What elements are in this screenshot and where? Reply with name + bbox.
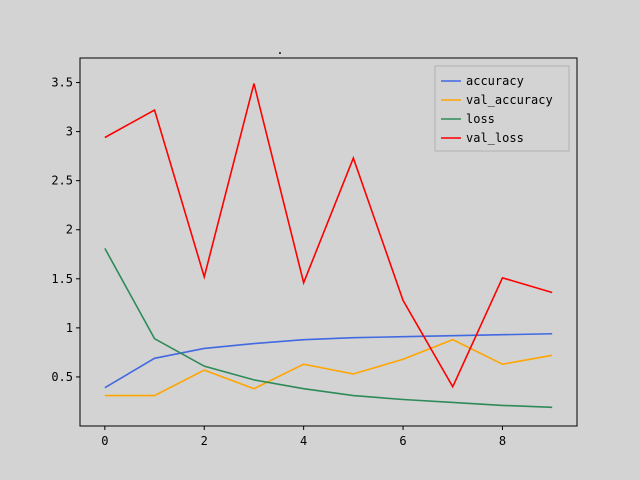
series-lines [104,83,553,409]
plot-area [79,57,578,427]
x-tick-label: 8 [499,434,506,448]
legend-label: val_accuracy [466,93,553,107]
legend-label: accuracy [466,74,524,88]
x-tick-label: 2 [201,434,208,448]
series-line-val-accuracy [104,338,553,397]
y-tick-label: 2 [66,223,73,237]
y-tick-label: 0.5 [51,370,73,384]
x-tick-label: 0 [101,434,108,448]
legend-label: loss [466,112,495,126]
legend-label: val_loss [466,131,524,145]
series-line-loss [104,247,553,409]
series-line-val-loss [104,83,553,389]
x-tick-label: 4 [300,434,307,448]
y-axis: 0.5 1 1.5 2 2.5 3 3.5 [51,76,80,384]
legend-box [434,65,570,152]
y-tick-label: 3.5 [51,76,73,90]
y-tick-label: 3 [66,125,73,139]
y-tick-label: 1.5 [51,272,73,286]
y-tick-label: 1 [66,321,73,335]
chart-title: . [276,43,283,57]
x-tick-label: 6 [399,434,406,448]
x-axis: 0 2 4 6 8 [101,426,506,448]
y-tick-label: 2.5 [51,174,73,188]
series-line-accuracy [104,332,553,389]
